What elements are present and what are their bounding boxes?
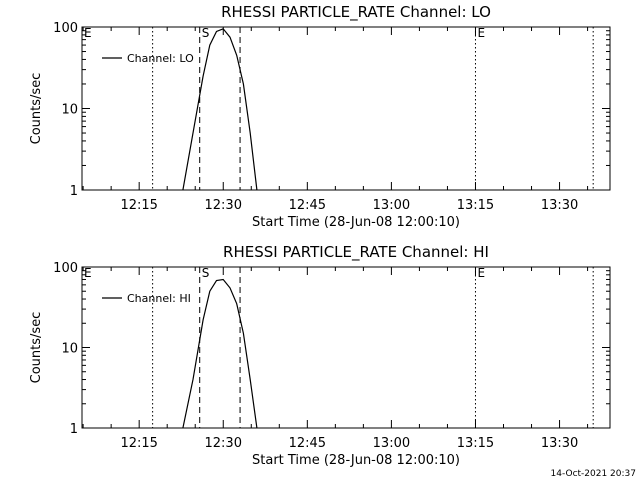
- y-tick-label: 1: [70, 422, 78, 437]
- y-axis-label: Counts/sec: [29, 73, 44, 145]
- marker-e: E: [84, 26, 92, 40]
- x-tick-label: 13:30: [541, 436, 578, 451]
- x-tick-label: 13:00: [373, 436, 410, 451]
- panel-lo: RHESSI PARTICLE_RATE Channel: LO 12:15 12:…: [29, 3, 611, 230]
- series-line: [182, 278, 258, 429]
- x-tick-label: 13:00: [373, 198, 410, 213]
- legend-entry: Channel: HI: [127, 292, 191, 305]
- marker-e: E: [477, 266, 485, 280]
- y-tick-label: 100: [53, 261, 78, 276]
- legend-entry: Channel: LO: [127, 52, 194, 65]
- x-tick-label: 12:30: [205, 198, 242, 213]
- x-tick-label: 12:15: [120, 436, 157, 451]
- series-line: [182, 28, 258, 191]
- panel-hi: RHESSI PARTICLE_RATE Channel: HI 12:15 12:…: [29, 243, 611, 468]
- marker-e: E: [84, 266, 92, 280]
- y-tick-label: 10: [61, 342, 78, 357]
- y-axis-label: Counts/sec: [29, 312, 44, 384]
- x-tick-label: 12:15: [120, 198, 157, 213]
- marker-e: E: [477, 26, 485, 40]
- x-tick-label: 12:45: [289, 436, 326, 451]
- x-tick-label: 13:15: [457, 198, 494, 213]
- y-tick-label: 1: [70, 184, 78, 199]
- footer-timestamp: 14-Oct-2021 20:37: [551, 469, 636, 479]
- x-tick-label: 12:30: [205, 436, 242, 451]
- x-tick-label: 13:30: [541, 198, 578, 213]
- x-tick-label: 13:15: [457, 436, 494, 451]
- x-axis-label: Start Time (28-Jun-08 12:00:10): [252, 215, 460, 230]
- y-tick-label: 10: [61, 103, 78, 118]
- x-axis-label: Start Time (28-Jun-08 12:00:10): [252, 453, 460, 468]
- marker-s: S: [202, 266, 210, 280]
- x-tick-label: 12:45: [289, 198, 326, 213]
- y-tick-label: 100: [53, 21, 78, 36]
- chart-title: RHESSI PARTICLE_RATE Channel: HI: [223, 243, 489, 262]
- chart-title: RHESSI PARTICLE_RATE Channel: LO: [221, 3, 491, 22]
- marker-s: S: [202, 26, 210, 40]
